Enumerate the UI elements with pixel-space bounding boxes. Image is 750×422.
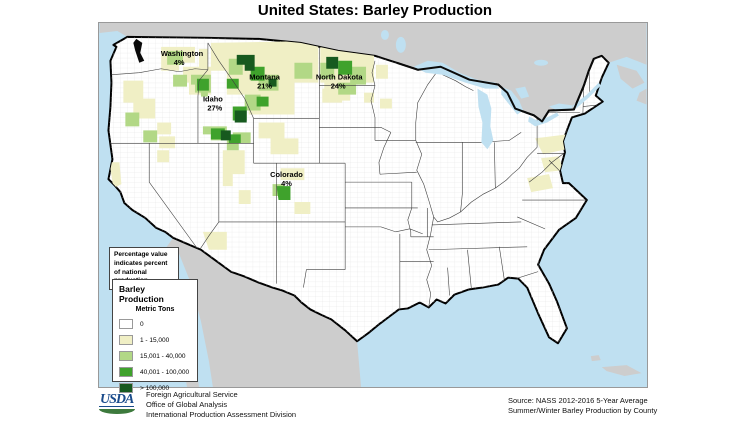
state-label-montana: Montana <box>249 73 280 82</box>
canada-border-line <box>396 58 595 123</box>
legend-class-row: 15,001 - 40,000 <box>119 351 191 361</box>
puget-sound <box>133 38 145 63</box>
usda-logo-swoosh-icon <box>99 409 135 414</box>
legend-swatch <box>119 351 133 361</box>
mexico-landmass <box>163 237 362 387</box>
legend-class-row: 40,001 - 100,000 <box>119 367 191 377</box>
legend-swatch <box>119 383 133 393</box>
legend-units: Metric Tons <box>135 306 175 313</box>
agency-line: Office of Global Analysis <box>146 399 228 409</box>
legend-class-label: 40,001 - 100,000 <box>140 368 190 376</box>
state-label-washington: Washington <box>161 49 204 58</box>
usda-logo-text: USDA <box>99 392 134 407</box>
legend-class-label: 15,001 - 40,000 <box>140 352 186 360</box>
usda-logo: USDA <box>99 390 139 414</box>
patches-over-100000 <box>220 54 339 141</box>
agency-line: International Production Assessment Divi… <box>146 409 297 419</box>
page-title: United States: Barley Production <box>257 2 493 19</box>
state-value-idaho: 27% <box>207 104 222 113</box>
state-value-montana: 21% <box>257 82 272 91</box>
source-line: Summer/Winter Barley Production by Count… <box>508 406 658 416</box>
caribbean-islands <box>590 355 642 377</box>
state-label-north-dakota: North Dakota <box>316 73 364 82</box>
state-labels: Washington 4% Montana 21% North Dakota 2… <box>161 49 363 188</box>
state-value-colorado: 4% <box>281 179 292 188</box>
legend: Barley Production Metric Tons 0 1 - 15,0… <box>112 279 198 393</box>
map-frame: Washington 4% Montana 21% North Dakota 2… <box>98 22 648 393</box>
footer: USDA Foreign Agricultural Service Office… <box>99 390 296 420</box>
legend-swatch <box>119 367 133 377</box>
agency-block: Foreign Agricultural Service Office of G… <box>146 390 296 420</box>
source-line: Source: NASS 2012-2016 5-Year Average <box>508 396 648 405</box>
legend-class-label: 1 - 15,000 <box>140 336 170 344</box>
legend-class-label: 0 <box>140 320 144 328</box>
source-block: Source: NASS 2012-2016 5-Year Average Su… <box>508 396 657 416</box>
state-borders <box>108 40 602 310</box>
nova-scotia <box>616 64 647 105</box>
legend-title: Barley Production <box>119 284 164 304</box>
state-label-colorado: Colorado <box>270 170 303 179</box>
state-value-north-dakota: 24% <box>331 82 346 91</box>
legend-class-label: > 100,000 <box>140 384 170 392</box>
state-label-idaho: Idaho <box>203 95 223 104</box>
legend-class-row: 1 - 15,000 <box>119 335 191 345</box>
legend-class-row: 0 <box>119 319 191 329</box>
legend-swatch <box>119 335 133 345</box>
agency-line: Foreign Agricultural Service <box>146 390 238 399</box>
legend-swatch <box>119 319 133 329</box>
legend-class-row: > 100,000 <box>119 383 191 393</box>
state-value-washington: 4% <box>174 58 185 67</box>
